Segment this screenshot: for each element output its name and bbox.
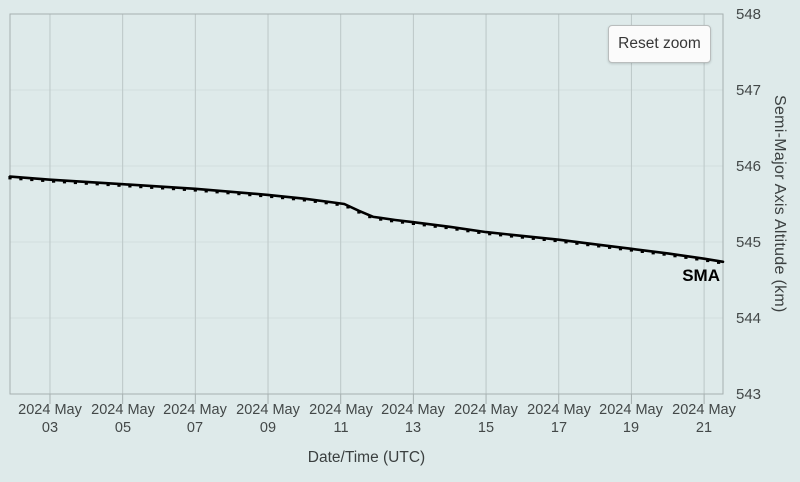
sma-marker <box>509 234 514 238</box>
sma-marker <box>62 180 67 184</box>
sma-marker <box>95 182 99 186</box>
y-axis-title: Semi-Major Axis Altitude (km) <box>771 95 788 313</box>
sma-marker <box>597 244 601 248</box>
sma-marker <box>30 177 34 182</box>
sma-marker <box>291 196 296 201</box>
x-tick-label: 2024 May 09 <box>236 402 300 436</box>
sma-marker <box>629 248 633 252</box>
sma-marker <box>171 186 176 191</box>
sma-marker <box>193 188 197 192</box>
sma-marker <box>651 251 655 255</box>
x-tick-label: 2024 May 07 <box>163 402 227 436</box>
sma-marker <box>684 255 688 259</box>
sma-marker <box>586 242 590 247</box>
sma-marker <box>455 227 459 231</box>
sma-marker <box>477 230 481 234</box>
sma-marker <box>346 205 350 209</box>
y-tick-label: 545 <box>736 234 762 251</box>
sma-marker <box>270 194 274 199</box>
sma-marker <box>608 245 612 249</box>
sma-marker <box>673 253 677 258</box>
sma-marker <box>259 193 263 198</box>
sma-marker <box>41 178 45 182</box>
sma-marker <box>520 235 524 239</box>
sma-marker <box>618 246 623 251</box>
x-tick-label: 2024 May 21 <box>672 402 736 436</box>
sma-marker <box>553 238 557 243</box>
sma-marker <box>182 187 186 191</box>
sma-marker <box>106 182 110 187</box>
sma-marker <box>379 217 383 221</box>
x-tick-label: 2024 May 05 <box>91 402 155 436</box>
sma-marker <box>695 257 699 261</box>
sma-marker <box>542 237 546 241</box>
series-label-sma: SMA <box>682 266 720 285</box>
sma-marker <box>422 223 426 227</box>
sma-marker <box>466 228 470 233</box>
sma-marker <box>52 179 56 183</box>
sma-marker <box>444 225 448 230</box>
y-tick-label: 547 <box>736 82 762 99</box>
sma-marker <box>226 190 230 195</box>
sma-line <box>8 175 725 264</box>
x-tick-label: 2024 May 19 <box>599 402 663 436</box>
sma-marker <box>8 176 12 180</box>
sma-marker <box>150 185 154 189</box>
sma-marker <box>411 221 415 225</box>
sma-marker <box>84 181 88 185</box>
sma-marker <box>717 260 721 264</box>
sma-marker <box>564 240 568 244</box>
sma-marker <box>400 220 405 224</box>
sma-marker <box>706 258 710 263</box>
sma-marker <box>368 214 372 219</box>
sma-marker <box>73 180 77 185</box>
sma-marker <box>237 191 241 196</box>
sma-marker <box>128 184 132 188</box>
sma-marker <box>215 190 219 194</box>
x-tick-label: 2024 May 11 <box>309 402 373 436</box>
sma-marker <box>390 218 394 223</box>
sma-marker <box>139 184 143 189</box>
sma-marker <box>662 252 666 256</box>
sma-marker <box>640 249 644 253</box>
sma-marker <box>204 189 208 193</box>
x-axis-title: Date/Time (UTC) <box>307 449 426 466</box>
sma-marker <box>324 200 328 205</box>
x-tick-label: 2024 May 03 <box>18 402 82 436</box>
x-tick-label: 2024 May 15 <box>454 402 518 436</box>
sma-marker <box>313 199 317 203</box>
sma-marker <box>19 176 23 181</box>
y-tick-label: 546 <box>736 158 762 175</box>
sma-marker <box>302 198 306 202</box>
sma-marker <box>161 186 165 190</box>
y-tick-label: 548 <box>736 6 762 23</box>
sma-marker <box>575 241 579 245</box>
sma-marker <box>433 224 437 228</box>
sma-marker <box>248 192 252 197</box>
x-tick-label: 2024 May 13 <box>381 402 445 436</box>
plot-border <box>9 13 724 395</box>
sma-marker <box>281 195 285 200</box>
y-tick-label: 544 <box>736 310 762 327</box>
sma-marker <box>335 202 339 206</box>
sma-marker <box>357 210 361 214</box>
reset-zoom-button[interactable]: Reset zoom <box>608 25 711 63</box>
sma-marker <box>117 183 121 187</box>
y-tick-label: 543 <box>736 386 762 403</box>
sma-marker <box>531 236 535 240</box>
x-tick-label: 2024 May 17 <box>527 402 591 436</box>
sma-marker <box>488 231 492 236</box>
sma-marker <box>499 233 503 237</box>
